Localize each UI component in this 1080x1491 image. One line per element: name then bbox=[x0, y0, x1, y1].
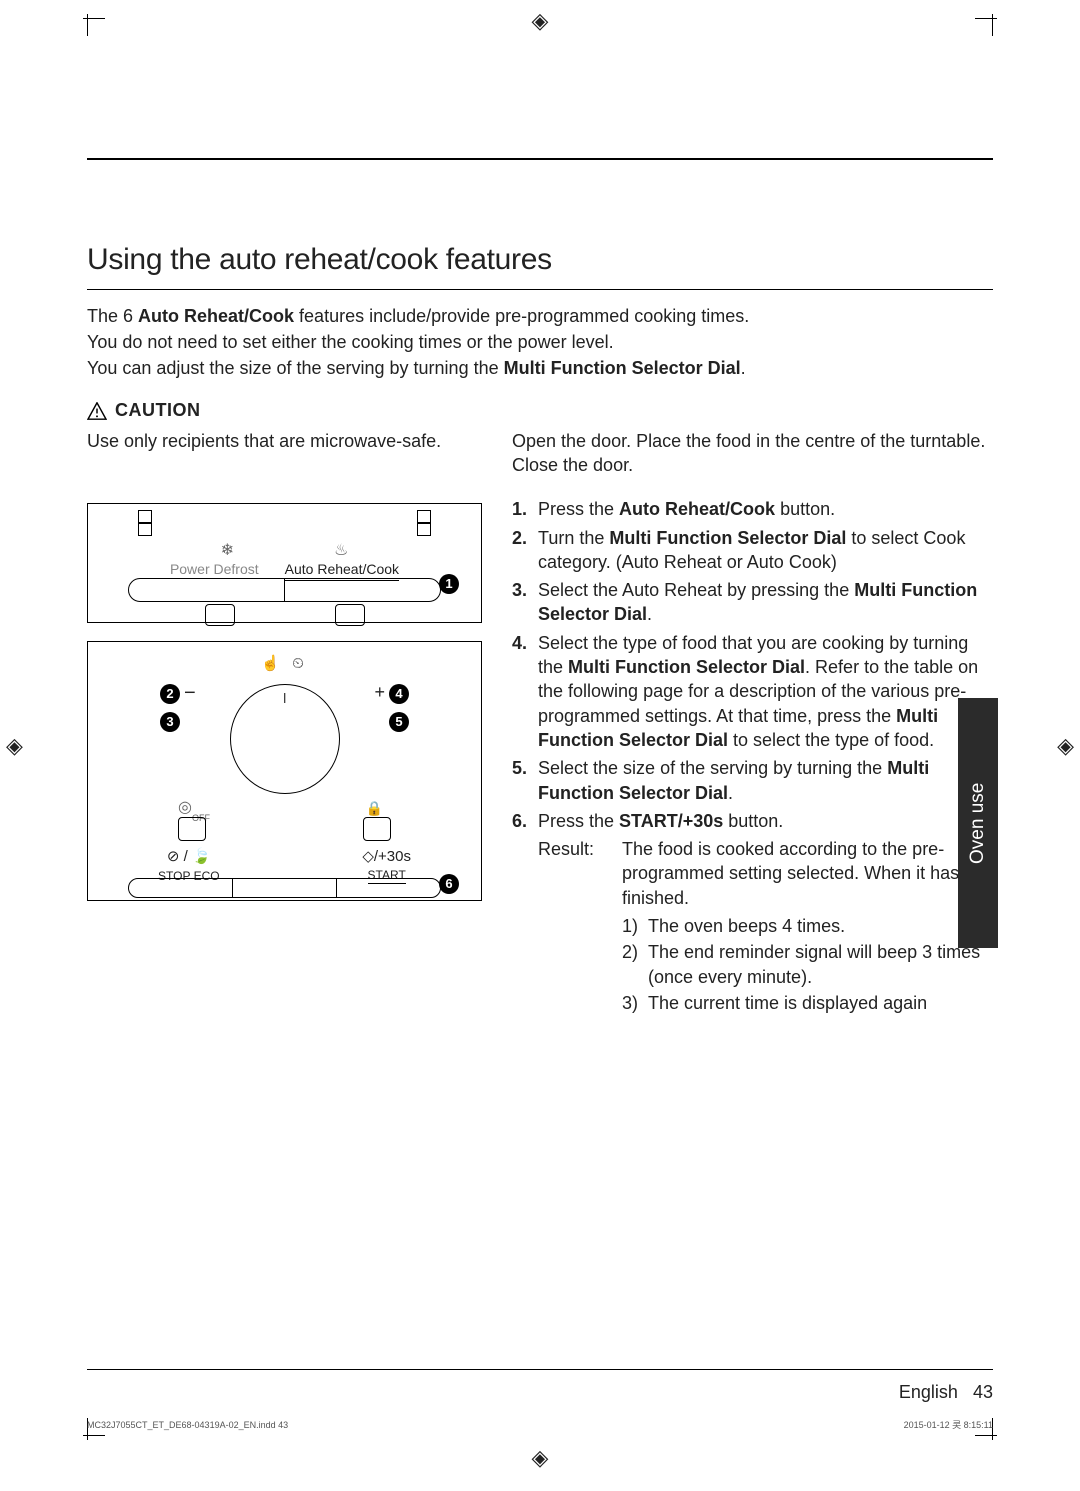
content-area: Using the auto reheat/cook features The … bbox=[87, 158, 993, 1021]
text: features include/provide pre-programmed … bbox=[294, 306, 749, 326]
result-row: Result: The food is cooked according to … bbox=[538, 837, 993, 1017]
callout-3: 3 bbox=[160, 712, 180, 732]
right-column: Open the door. Place the food in the cen… bbox=[512, 429, 993, 1022]
text: The 6 bbox=[87, 306, 138, 326]
text: . bbox=[741, 358, 746, 378]
intro-text: The 6 Auto Reheat/Cook features include/… bbox=[87, 304, 993, 381]
dial-plus: + bbox=[374, 680, 385, 704]
callout-2: 2 bbox=[160, 684, 180, 704]
caution-text: Use only recipients that are microwave-s… bbox=[87, 429, 482, 453]
keepwarm-icon: 🔒 bbox=[366, 799, 383, 818]
result-sub-1: The oven beeps 4 times. bbox=[648, 914, 993, 938]
off-icon: ◎ bbox=[178, 797, 192, 819]
small-button bbox=[335, 604, 365, 626]
callout-1: 1 bbox=[439, 574, 459, 594]
dial-top-icons: ☝ ⏲ bbox=[88, 654, 481, 674]
page-title: Using the auto reheat/cook features bbox=[87, 240, 993, 281]
rule-under-title bbox=[87, 289, 993, 290]
callout-5: 5 bbox=[389, 712, 409, 732]
page-footer: English 43 bbox=[87, 1369, 993, 1404]
imprint-right: 2015-01-12 㚑 8:15:11 bbox=[904, 1419, 993, 1431]
footer-lang: English bbox=[899, 1382, 958, 1402]
result-sub-3: The current time is displayed again bbox=[648, 991, 993, 1015]
footer-page: 43 bbox=[973, 1382, 993, 1402]
callout-6: 6 bbox=[439, 874, 459, 894]
small-button bbox=[178, 817, 206, 841]
small-button bbox=[205, 604, 235, 626]
page-frame: Using the auto reheat/cook features The … bbox=[87, 18, 993, 1436]
step-2: Turn the Multi Function Selector Dial to… bbox=[538, 526, 993, 575]
step-6: Press the START/+30s button. Result: The… bbox=[538, 809, 993, 1017]
left-column: Use only recipients that are microwave-s… bbox=[87, 429, 482, 1022]
result-body: The food is cooked according to the pre-… bbox=[622, 837, 993, 1017]
crop-mark: ◈ bbox=[532, 1443, 549, 1473]
result-sublist: The oven beeps 4 times. The end reminder… bbox=[622, 914, 993, 1015]
selector-dial bbox=[230, 684, 340, 794]
crop-mark: ◈ bbox=[1057, 731, 1074, 761]
small-button bbox=[363, 817, 391, 841]
section-tab: Oven use bbox=[958, 698, 998, 948]
right-intro: Open the door. Place the food in the cen… bbox=[512, 429, 993, 478]
text: You can adjust the size of the serving b… bbox=[87, 358, 504, 378]
text-bold: Auto Reheat/Cook bbox=[138, 306, 294, 326]
diagram-top-panel: ❄ ♨ Power Defrost Auto Reheat/Cook 1 bbox=[87, 503, 482, 623]
text-bold: Multi Function Selector Dial bbox=[504, 358, 741, 378]
text: You do not need to set either the cookin… bbox=[87, 330, 993, 354]
rule-top bbox=[87, 158, 993, 160]
caution-row: CAUTION bbox=[87, 398, 993, 422]
plus30-label: /+30s bbox=[374, 848, 411, 865]
step-1: Press the Auto Reheat/Cook button. bbox=[538, 497, 993, 521]
result-label: Result: bbox=[538, 837, 604, 1017]
step-3: Select the Auto Reheat by pressing the M… bbox=[538, 578, 993, 627]
steps-list: Press the Auto Reheat/Cook button. Turn … bbox=[512, 497, 993, 1017]
warning-icon bbox=[87, 402, 107, 420]
step-4: Select the type of food that you are coo… bbox=[538, 631, 993, 752]
result-text: The food is cooked according to the pre-… bbox=[622, 839, 959, 908]
step-5: Select the size of the serving by turnin… bbox=[538, 756, 993, 805]
caution-label: CAUTION bbox=[115, 398, 201, 422]
imprint-row: MC32J7055CT_ET_DE68-04319A-02_EN.indd 43… bbox=[87, 1419, 993, 1431]
imprint-left: MC32J7055CT_ET_DE68-04319A-02_EN.indd 43 bbox=[87, 1419, 288, 1431]
heat-icon: ♨ bbox=[334, 540, 348, 562]
dial-minus: − bbox=[184, 680, 196, 707]
callout-4: 4 bbox=[389, 684, 409, 704]
diagram-dial-panel: ☝ ⏲ − + 2 3 4 5 ◎ OFF 🔒 ⊘ / 🍃 bbox=[87, 641, 482, 901]
crop-mark: ◈ bbox=[6, 731, 23, 761]
defrost-icon: ❄ bbox=[221, 540, 234, 562]
result-sub-2: The end reminder signal will beep 3 time… bbox=[648, 940, 993, 989]
